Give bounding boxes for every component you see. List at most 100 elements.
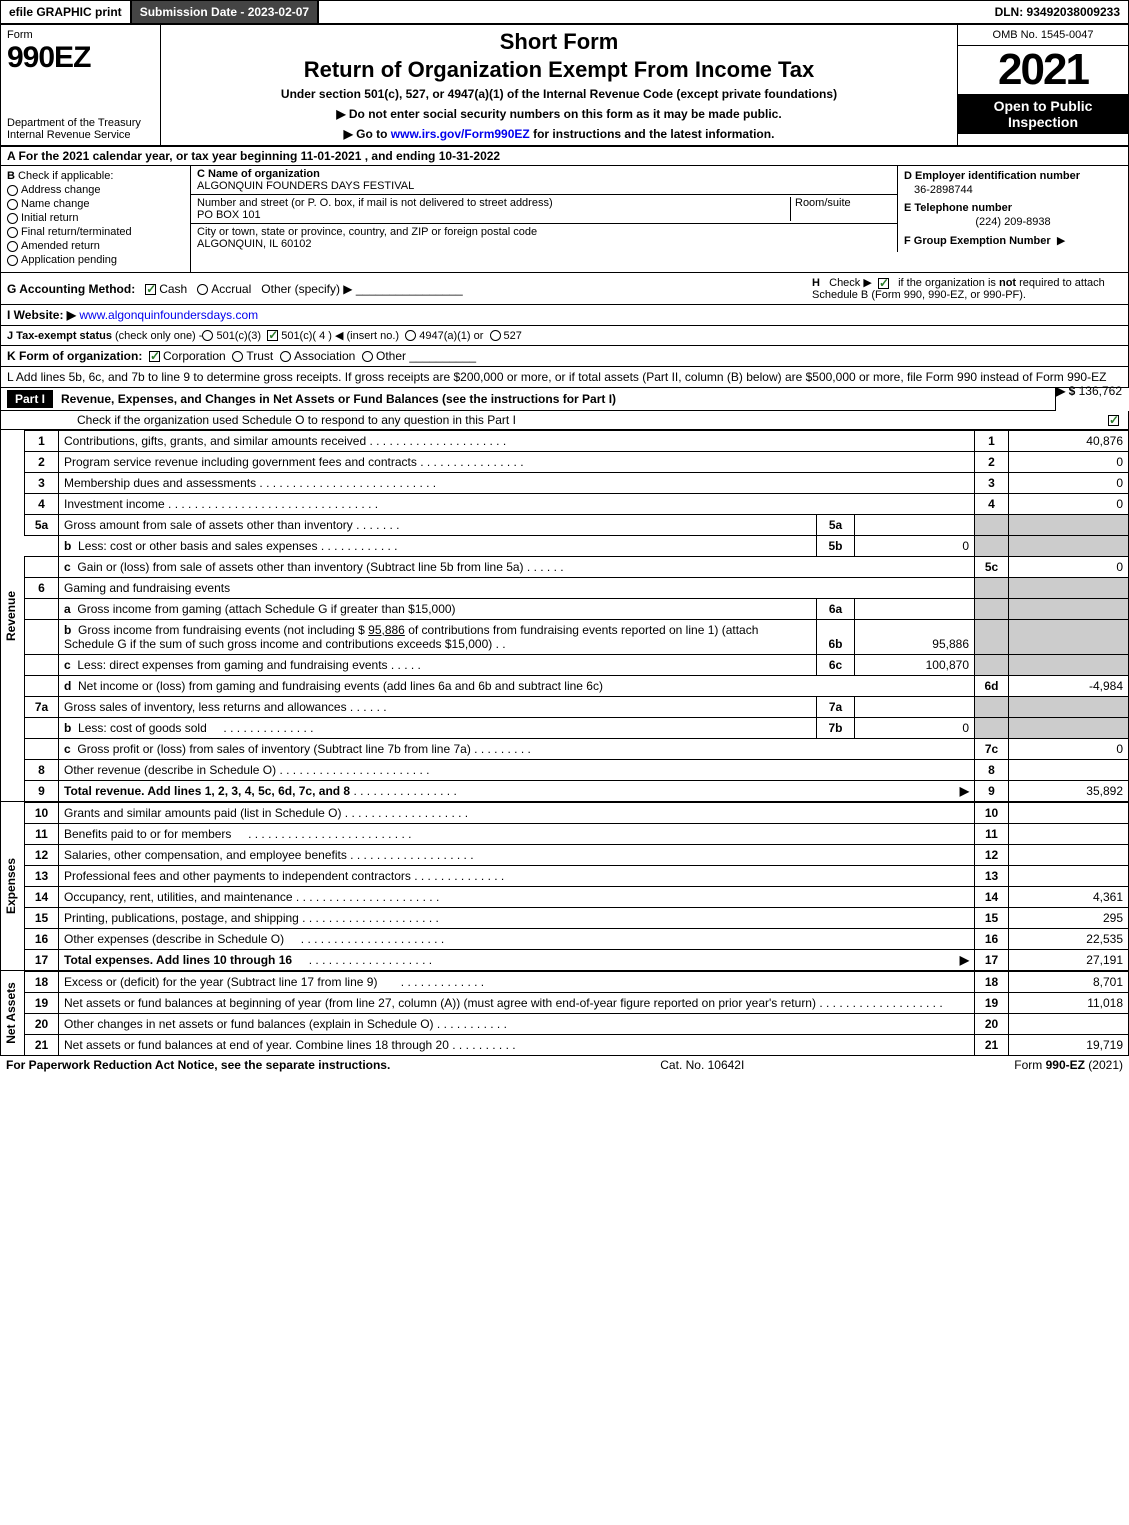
line-16: 16Other expenses (describe in Schedule O… [25,929,1129,950]
l5b-gn [975,536,1009,557]
l6c-n: c [64,658,71,672]
l8-d: Other revenue (describe in Schedule O) .… [59,760,975,781]
chk-final-return[interactable]: Final return/terminated [7,226,184,238]
under-section: Under section 501(c), 527, or 4947(a)(1)… [171,87,947,101]
ein-value: 36-2898744 [914,184,1122,196]
chk-application-pending[interactable]: Application pending [7,254,184,266]
omb-number: OMB No. 1545-0047 [958,25,1128,46]
l7b-ib: 7b [817,718,855,739]
l5c-amt: 0 [1009,557,1129,578]
chk-initial-return-label: Initial return [21,212,78,224]
l6c-row: c Less: direct expenses from gaming and … [59,655,817,676]
l5a-iv [855,515,975,536]
g-accrual: Accrual [211,282,251,296]
line-6c: c Less: direct expenses from gaming and … [25,655,1129,676]
l5a-gn [975,515,1009,536]
chk-other-org[interactable] [362,351,373,362]
side-revenue: Revenue [0,430,24,802]
chk-name-change[interactable]: Name change [7,198,184,210]
form-number: 990EZ [7,41,154,75]
l6-d: Gaming and fundraising events [59,578,975,599]
l11-box: 11 [975,824,1009,845]
topbar: efile GRAPHIC print Submission Date - 20… [0,0,1129,24]
l9-box: 9 [975,781,1009,802]
chk-schedule-o[interactable] [1108,415,1119,426]
row-i: I Website: ▶ www.algonquinfoundersdays.c… [0,305,1129,326]
l9-arrow: ▶ [960,784,969,798]
chk-assoc[interactable] [280,351,291,362]
chk-527[interactable] [490,330,501,341]
part1-check-row: Check if the organization used Schedule … [0,411,1129,430]
ssn-warning: ▶ Do not enter social security numbers o… [171,107,947,121]
l6-ga [1009,578,1129,599]
dln: DLN: 93492038009233 [987,1,1128,23]
expenses-wrapper: Expenses 10Grants and similar amounts pa… [0,802,1129,971]
l3-n: 3 [25,473,59,494]
line-10: 10Grants and similar amounts paid (list … [25,803,1129,824]
netassets-wrapper: Net Assets 18Excess or (deficit) for the… [0,971,1129,1056]
footer-left: For Paperwork Reduction Act Notice, see … [6,1058,390,1072]
l6d-amt: -4,984 [1009,676,1129,697]
chk-initial-return[interactable]: Initial return [7,212,184,224]
l14-d: Occupancy, rent, utilities, and maintena… [59,887,975,908]
h-text1: Check ▶ [829,277,872,289]
submission-date: Submission Date - 2023-02-07 [132,1,319,23]
l17-arrow: ▶ [960,953,969,967]
l12-d: Salaries, other compensation, and employ… [59,845,975,866]
l14-box: 14 [975,887,1009,908]
chk-h[interactable] [878,278,889,289]
l2-amt: 0 [1009,452,1129,473]
return-title: Return of Organization Exempt From Incom… [171,57,947,83]
l6c-gn [975,655,1009,676]
l5b-ib: 5b [817,536,855,557]
f-row: F Group Exemption Number ▶ [904,234,1122,247]
footer-right-pre: Form [1014,1058,1045,1072]
l13-n: 13 [25,866,59,887]
line-6a: a Gross income from gaming (attach Sched… [25,599,1129,620]
city-value: ALGONQUIN, IL 60102 [197,238,312,250]
l6b-ga [1009,620,1129,655]
l13-d: Professional fees and other payments to … [59,866,975,887]
street-value: PO BOX 101 [197,209,261,221]
chk-4947[interactable] [405,330,416,341]
chk-accrual[interactable] [197,284,208,295]
l6-n: 6 [25,578,59,599]
efile-label[interactable]: efile GRAPHIC print [1,1,132,23]
netassets-table: 18Excess or (deficit) for the year (Subt… [24,971,1129,1056]
h-label: H [812,277,820,289]
chk-corp[interactable] [149,351,160,362]
l5c-d: Gain or (loss) from sale of assets other… [77,560,523,574]
chk-amended-return[interactable]: Amended return [7,240,184,252]
l7b-d: Less: cost of goods sold [78,721,207,735]
l11-n: 11 [25,824,59,845]
short-form-title: Short Form [171,29,947,55]
line-20: 20Other changes in net assets or fund ba… [25,1014,1129,1035]
line-4: 4Investment income . . . . . . . . . . .… [25,494,1129,515]
l7a-ga [1009,697,1129,718]
chk-trust[interactable] [232,351,243,362]
chk-cash[interactable] [145,284,156,295]
l7a-n: 7a [25,697,59,718]
topbar-spacer [319,1,986,23]
l18-d: Excess or (deficit) for the year (Subtra… [59,972,975,993]
section-a: A For the 2021 calendar year, or tax yea… [0,146,1129,166]
chk-501c[interactable] [267,330,278,341]
l20-n: 20 [25,1014,59,1035]
website-link[interactable]: www.algonquinfoundersdays.com [79,308,258,322]
k-o1: Corporation [163,349,226,363]
side-revenue-label: Revenue [4,590,18,640]
line-5b: b Less: cost or other basis and sales ex… [25,536,1129,557]
public-inspection-badge: Open to Public Inspection [958,94,1128,134]
chk-501c3[interactable] [202,330,213,341]
g-other: Other (specify) ▶ [261,282,352,296]
l17-amt: 27,191 [1009,950,1129,971]
irs-link[interactable]: www.irs.gov/Form990EZ [391,127,530,141]
l6b-n: b [64,623,71,637]
lines-table: 1Contributions, gifts, grants, and simil… [24,430,1129,802]
chk-address-change[interactable]: Address change [7,184,184,196]
header-center: Short Form Return of Organization Exempt… [161,25,958,145]
l5c-n: c [64,560,71,574]
row-gh: G Accounting Method: Cash Accrual Other … [0,273,1129,305]
expenses-table: 10Grants and similar amounts paid (list … [24,802,1129,971]
l6a-n: a [64,602,71,616]
